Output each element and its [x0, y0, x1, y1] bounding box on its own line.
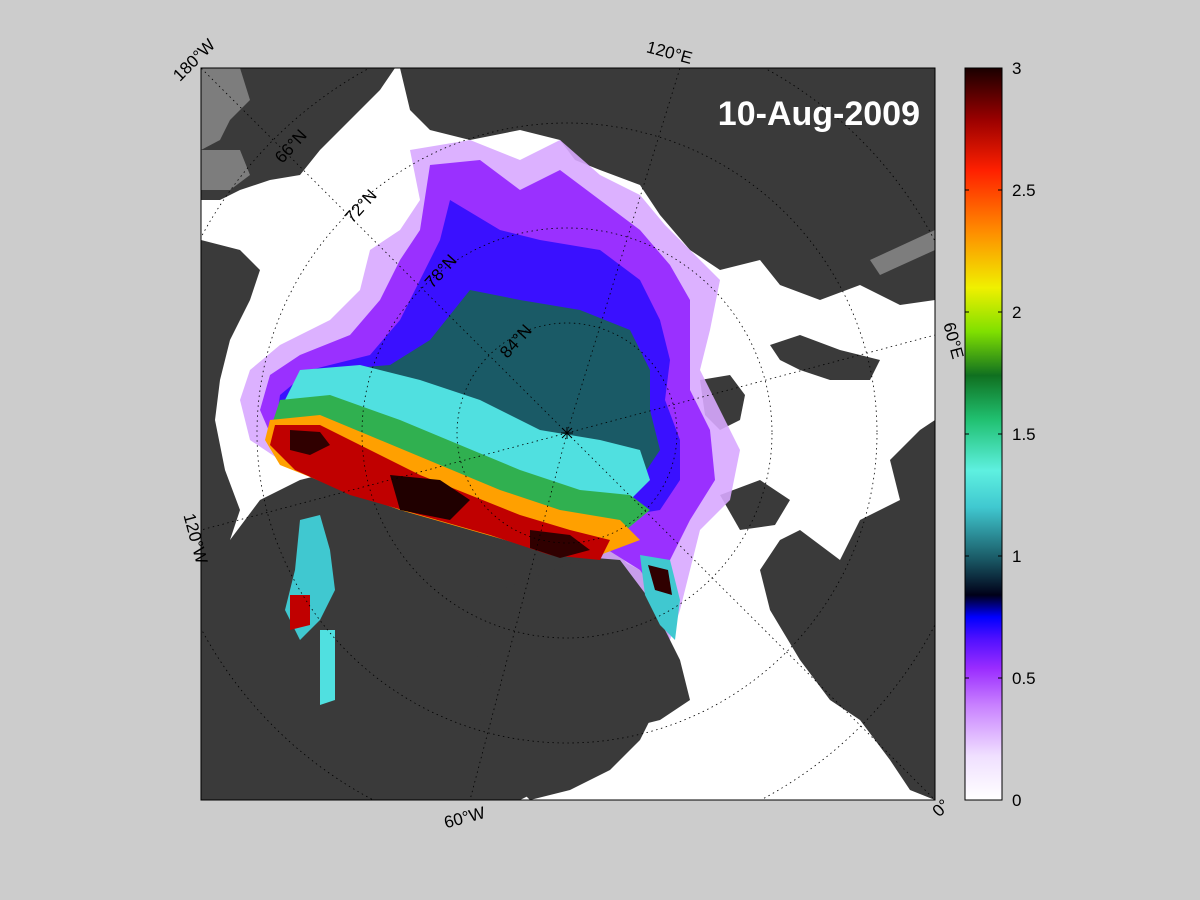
north-pole-marker	[561, 427, 573, 439]
colorbar: 0 0.5 1 1.5 2 2.5 3	[964, 59, 1036, 810]
lon-label-120e: 120°E	[644, 37, 694, 67]
colorbar-tick-label: 0	[1012, 791, 1021, 810]
map-panel: 10-Aug-2009 66°N 72°N 78°N 84°N 180°W 12…	[169, 35, 967, 832]
lon-label-60w: 60°W	[442, 803, 487, 832]
graticule	[201, 68, 935, 800]
colorbar-tick-label: 1	[1012, 547, 1021, 566]
colorbar-tick-label: 0.5	[1012, 669, 1036, 688]
map-frame	[200, 67, 936, 801]
colorbar-scale	[964, 67, 1003, 801]
colorbar-tick-label: 2	[1012, 303, 1021, 322]
masked-land	[201, 68, 935, 275]
colorbar-tick-label: 1.5	[1012, 425, 1036, 444]
colorbar-tick-label: 3	[1012, 59, 1021, 78]
date-label: 10-Aug-2009	[718, 95, 920, 133]
colorbar-ticks: 0 0.5 1 1.5 2 2.5 3	[965, 59, 1036, 810]
colorbar-tick-label: 2.5	[1012, 181, 1036, 200]
lon-label-60e: 60°E	[939, 320, 967, 361]
sea-ice-field	[240, 140, 740, 705]
